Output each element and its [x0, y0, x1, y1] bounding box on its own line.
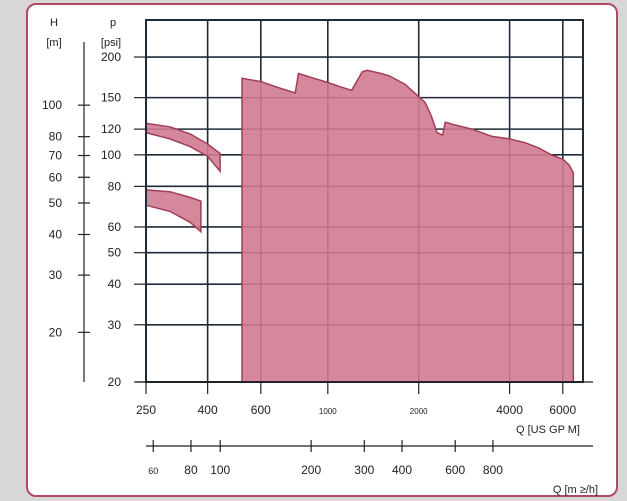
p-axis: 200 150 120 100 80 60 50 40 30 20 — [101, 50, 146, 389]
h-axis-tick-label: 50 — [49, 196, 63, 210]
q-m3h-axis-title: Q [m ≥/h] — [553, 484, 598, 496]
q-m3h-axis: 60 80 100 200 300 400 600 800 — [146, 440, 593, 477]
q-usgpm-axis-tick-label: 400 — [198, 403, 218, 417]
q-usgpm-axis-tick-label: 600 — [251, 403, 271, 417]
p-axis-tick-label: 150 — [101, 91, 121, 105]
h-axis: 100 80 70 60 50 40 30 20 — [42, 42, 90, 382]
p-axis-tick-label: 50 — [108, 246, 122, 260]
q-m3h-axis-tick-label: 600 — [445, 463, 465, 477]
p-axis-tick-label: 100 — [101, 148, 121, 162]
h-axis-tick-label: 100 — [42, 98, 62, 112]
p-axis-title: p — [110, 17, 116, 29]
performance-region — [241, 69, 575, 383]
q-m3h-axis-tick-label: 400 — [392, 463, 412, 477]
q-m3h-axis-tick-label: 300 — [354, 463, 374, 477]
q-m3h-axis-tick-label: 100 — [210, 463, 230, 477]
h-axis-tick-label: 40 — [49, 227, 63, 241]
p-axis-tick-label: 120 — [101, 122, 121, 136]
h-axis-tick-label: 60 — [49, 170, 63, 184]
h-axis-tick-label: 30 — [49, 268, 63, 282]
p-axis-tick-label: 60 — [108, 220, 122, 234]
p-axis-tick-label: 200 — [101, 50, 121, 64]
q-usgpm-axis-tick-label: 2000 — [410, 407, 428, 416]
performance-region — [145, 189, 202, 234]
q-m3h-axis-tick-label: 60 — [148, 466, 158, 476]
p-axis-tick-label: 80 — [108, 179, 122, 193]
h-axis-tick-label: 80 — [49, 130, 63, 144]
q-usgpm-axis-tick-label: 4000 — [496, 403, 523, 417]
performance-region — [145, 122, 221, 174]
p-axis-tick-label: 40 — [108, 277, 122, 291]
h-axis-unit: [m] — [46, 37, 61, 49]
q-usgpm-axis-tick-label: 1000 — [319, 407, 337, 416]
p-axis-tick-label: 30 — [108, 318, 122, 332]
q-usgpm-axis: 250 400 600 1000 2000 4000 6000 — [136, 381, 593, 417]
region-layer — [145, 69, 575, 383]
q-m3h-axis-tick-label: 80 — [184, 463, 198, 477]
p-axis-tick-label: 20 — [108, 375, 122, 389]
h-axis-tick-label: 20 — [49, 325, 63, 339]
q-m3h-axis-tick-label: 200 — [301, 463, 321, 477]
q-usgpm-axis-tick-label: 6000 — [549, 403, 576, 417]
q-usgpm-axis-tick-label: 250 — [136, 403, 156, 417]
q-usgpm-axis-title: Q [US GP M] — [516, 424, 580, 436]
q-m3h-axis-tick-label: 800 — [483, 463, 503, 477]
h-axis-title: H — [50, 17, 58, 29]
h-axis-tick-label: 70 — [49, 149, 63, 163]
p-axis-unit: [psi] — [101, 37, 121, 49]
